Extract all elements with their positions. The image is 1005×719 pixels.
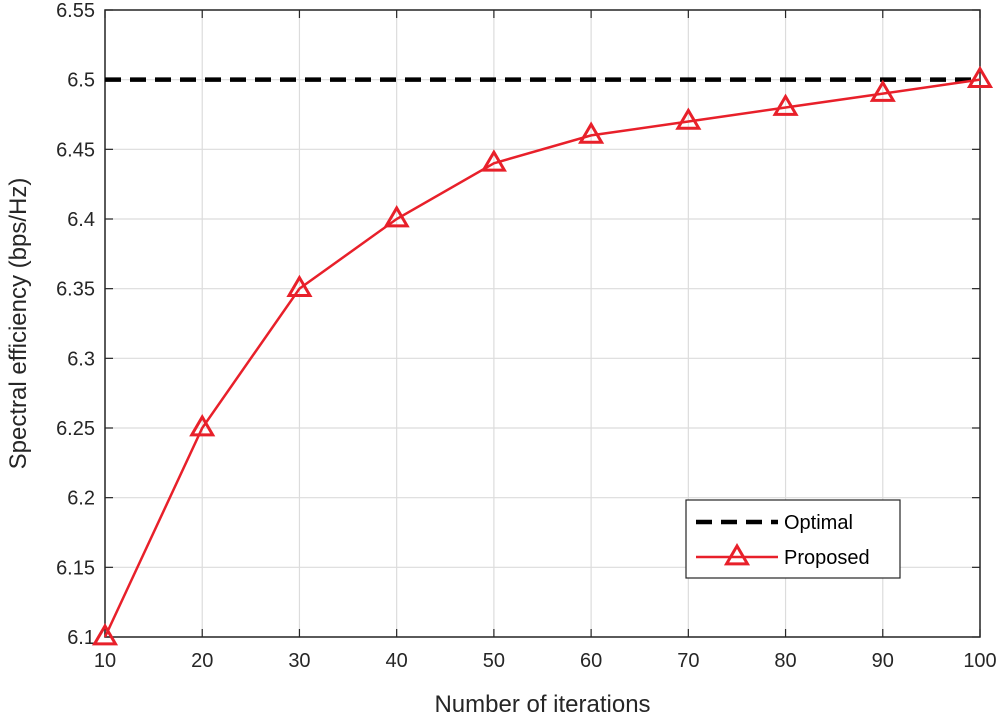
x-tick-label: 10 — [94, 650, 116, 672]
x-tick-label: 80 — [774, 650, 796, 672]
data-point-proposed — [675, 107, 702, 130]
data-point-proposed — [383, 205, 410, 228]
x-tick-label: 100 — [963, 650, 996, 672]
y-tick-label: 6.3 — [67, 348, 95, 370]
data-point-proposed — [966, 65, 994, 88]
legend-box — [685, 499, 901, 579]
axis-ticks — [104, 9, 981, 638]
x-tick-label: 50 — [483, 650, 505, 672]
data-point-proposed — [91, 623, 119, 646]
x-tick-labels: 10 20 30 40 50 60 70 80 90 100 — [94, 650, 997, 672]
y-axis-label: Spectral efficiency (bps/Hz) — [5, 178, 32, 470]
legend: Optimal Proposed — [685, 499, 901, 579]
data-point-proposed — [869, 79, 896, 102]
data-point-proposed — [480, 149, 507, 172]
x-tick-label: 60 — [580, 650, 602, 672]
data-point-proposed — [578, 121, 605, 144]
data-point-proposed — [189, 414, 216, 437]
y-tick-label: 6.2 — [67, 488, 95, 510]
x-axis-label: Number of iterations — [434, 691, 650, 718]
x-tick-label: 20 — [191, 650, 213, 672]
y-tick-label: 6.25 — [56, 418, 95, 440]
series-layer — [91, 65, 994, 646]
data-point-proposed — [286, 274, 313, 297]
x-tick-label: 40 — [386, 650, 408, 672]
y-tick-label: 6.15 — [56, 557, 95, 579]
legend-label-optimal: Optimal — [784, 512, 853, 534]
y-tick-labels: 6.1 6.15 6.2 6.25 6.3 6.35 6.4 6.45 6.5 6.55 — [56, 0, 95, 649]
data-point-proposed — [772, 93, 799, 116]
series-line-proposed — [103, 78, 981, 638]
y-tick-label: 6.55 — [56, 0, 95, 22]
x-tick-label: 30 — [288, 650, 310, 672]
y-tick-label: 6.5 — [67, 70, 95, 92]
plot-area — [104, 9, 981, 638]
y-tick-label: 6.45 — [56, 139, 95, 161]
y-tick-label: 6.35 — [56, 279, 95, 301]
y-tick-label: 6.4 — [67, 209, 95, 231]
legend-label-proposed: Proposed — [784, 547, 870, 569]
x-tick-label: 90 — [872, 650, 894, 672]
legend-marker-proposed — [723, 543, 751, 566]
x-tick-label: 70 — [677, 650, 699, 672]
y-tick-label: 6.1 — [67, 627, 95, 649]
